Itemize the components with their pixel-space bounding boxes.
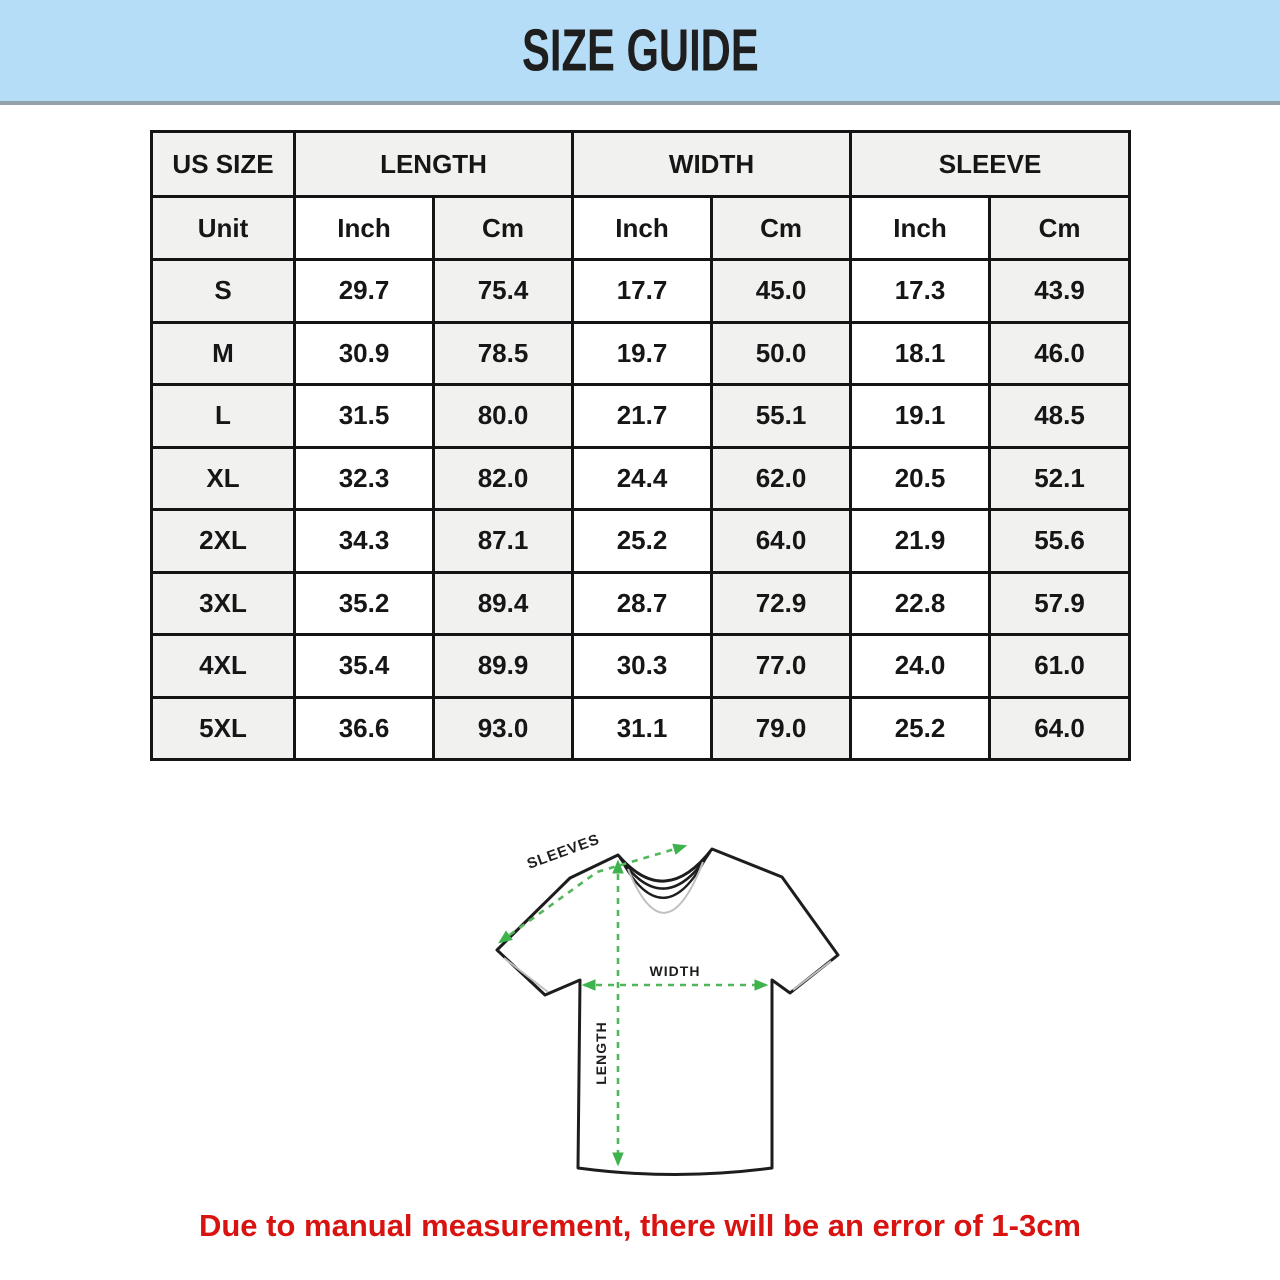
value-cell: 64.0 bbox=[710, 508, 853, 574]
group-header-row: US SIZE LENGTH WIDTH SLEEVE bbox=[150, 130, 1132, 198]
value-cell: 29.7 bbox=[293, 258, 435, 324]
value-cell: 28.7 bbox=[571, 570, 714, 636]
value-cell: 50.0 bbox=[710, 320, 853, 386]
value-cell: 21.7 bbox=[571, 383, 714, 449]
table-row: 5XL 36.6 93.0 31.1 79.0 25.2 64.0 bbox=[150, 695, 1132, 761]
value-cell: 21.9 bbox=[849, 508, 992, 574]
left-cuff-seam bbox=[503, 957, 549, 993]
measurement-disclaimer: Due to manual measurement, there will be… bbox=[198, 1208, 1082, 1243]
table-row: 3XL 35.2 89.4 28.7 72.9 22.8 57.9 bbox=[150, 570, 1132, 636]
size-cell: 4XL bbox=[150, 633, 296, 699]
sleeves-label: SLEEVES bbox=[525, 831, 602, 873]
value-cell: 89.9 bbox=[431, 633, 575, 699]
value-cell: 31.5 bbox=[293, 383, 435, 449]
value-cell: 79.0 bbox=[710, 695, 853, 761]
value-cell: 72.9 bbox=[710, 570, 853, 636]
value-cell: 30.3 bbox=[571, 633, 714, 699]
value-cell: 19.1 bbox=[849, 383, 992, 449]
value-cell: 19.7 bbox=[571, 320, 714, 386]
us-size-header: US SIZE bbox=[150, 130, 296, 198]
table-row: 2XL 34.3 87.1 25.2 64.0 21.9 55.6 bbox=[150, 508, 1132, 574]
value-cell: 55.1 bbox=[710, 383, 853, 449]
value-cell: 46.0 bbox=[988, 320, 1132, 386]
value-cell: 62.0 bbox=[710, 445, 853, 511]
size-cell: M bbox=[150, 320, 296, 386]
value-cell: 35.4 bbox=[293, 633, 435, 699]
size-guide-table: US SIZE LENGTH WIDTH SLEEVE Unit Inch Cm In… bbox=[150, 130, 1132, 761]
value-cell: 80.0 bbox=[431, 383, 575, 449]
value-cell: 17.3 bbox=[849, 258, 992, 324]
size-cell: S bbox=[150, 258, 296, 324]
value-cell: 61.0 bbox=[988, 633, 1132, 699]
value-cell: 35.2 bbox=[293, 570, 435, 636]
value-cell: 82.0 bbox=[431, 445, 575, 511]
value-cell: 45.0 bbox=[710, 258, 853, 324]
value-cell: 30.9 bbox=[293, 320, 435, 386]
value-cell: 57.9 bbox=[988, 570, 1132, 636]
table-row: S 29.7 75.4 17.7 45.0 17.3 43.9 bbox=[150, 258, 1132, 324]
value-cell: 78.5 bbox=[431, 320, 575, 386]
value-cell: 64.0 bbox=[988, 695, 1132, 761]
tshirt-diagram: SLEEVES WIDTH LENGTH bbox=[460, 810, 880, 1230]
width-header: WIDTH bbox=[571, 130, 853, 198]
value-cell: 34.3 bbox=[293, 508, 435, 574]
value-cell: 87.1 bbox=[431, 508, 575, 574]
table-row: L 31.5 80.0 21.7 55.1 19.1 48.5 bbox=[150, 383, 1132, 449]
size-cell: L bbox=[150, 383, 296, 449]
unit-cell: Cm bbox=[710, 195, 853, 261]
size-cell: 5XL bbox=[150, 695, 296, 761]
value-cell: 18.1 bbox=[849, 320, 992, 386]
value-cell: 20.5 bbox=[849, 445, 992, 511]
value-cell: 52.1 bbox=[988, 445, 1132, 511]
unit-cell: Cm bbox=[988, 195, 1132, 261]
unit-cell: Inch bbox=[293, 195, 435, 261]
tshirt-svg: SLEEVES WIDTH LENGTH bbox=[495, 831, 840, 1176]
value-cell: 89.4 bbox=[431, 570, 575, 636]
table-row: M 30.9 78.5 19.7 50.0 18.1 46.0 bbox=[150, 320, 1132, 386]
length-header: LENGTH bbox=[292, 130, 575, 198]
size-cell: XL bbox=[150, 445, 296, 511]
size-table-body: S 29.7 75.4 17.7 45.0 17.3 43.9 M 30.9 78.5 19.7 50… bbox=[150, 258, 1132, 761]
value-cell: 25.2 bbox=[849, 695, 992, 761]
length-label: LENGTH bbox=[593, 1021, 609, 1085]
unit-row: Unit Inch Cm Inch Cm Inch Cm bbox=[150, 195, 1132, 261]
value-cell: 55.6 bbox=[988, 508, 1132, 574]
value-cell: 25.2 bbox=[571, 508, 714, 574]
size-cell: 2XL bbox=[150, 508, 296, 574]
page-title: SIZE GUIDE bbox=[521, 17, 759, 84]
unit-label-cell: Unit bbox=[150, 195, 296, 261]
sleeves-measure-arrow bbox=[498, 843, 688, 944]
sleeve-header: SLEEVE bbox=[849, 130, 1132, 198]
unit-cell: Inch bbox=[571, 195, 714, 261]
value-cell: 24.0 bbox=[849, 633, 992, 699]
unit-cell: Cm bbox=[431, 195, 575, 261]
value-cell: 75.4 bbox=[431, 258, 575, 324]
width-label: WIDTH bbox=[650, 963, 701, 979]
right-cuff-seam bbox=[792, 960, 832, 991]
value-cell: 77.0 bbox=[710, 633, 853, 699]
header-banner: SIZE GUIDE bbox=[0, 0, 1280, 105]
table-row: XL 32.3 82.0 24.4 62.0 20.5 52.1 bbox=[150, 445, 1132, 511]
value-cell: 31.1 bbox=[571, 695, 714, 761]
value-cell: 32.3 bbox=[293, 445, 435, 511]
value-cell: 43.9 bbox=[988, 258, 1132, 324]
value-cell: 36.6 bbox=[293, 695, 435, 761]
value-cell: 93.0 bbox=[431, 695, 575, 761]
value-cell: 17.7 bbox=[571, 258, 714, 324]
size-cell: 3XL bbox=[150, 570, 296, 636]
value-cell: 22.8 bbox=[849, 570, 992, 636]
value-cell: 24.4 bbox=[571, 445, 714, 511]
value-cell: 48.5 bbox=[988, 383, 1132, 449]
table-row: 4XL 35.4 89.9 30.3 77.0 24.0 61.0 bbox=[150, 633, 1132, 699]
unit-cell: Inch bbox=[849, 195, 992, 261]
